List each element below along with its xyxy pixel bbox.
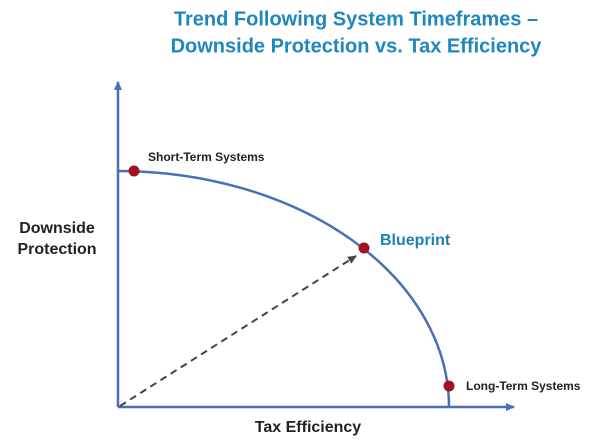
y-axis-label: Protection [17,241,96,258]
point [358,242,370,254]
point-label: Blueprint [380,232,451,249]
point-label: Short-Term Systems [148,150,265,164]
point [128,165,140,177]
frontier-curve [117,169,451,408]
dashed-arrow [119,255,357,407]
x-axis-label: Tax Efficiency [255,419,362,436]
point [443,380,455,392]
title-line: Downside Protection vs. Tax Efficiency [171,35,543,57]
y-axis-label: Downside [19,220,95,237]
point-label: Long-Term Systems [466,379,581,393]
title-line: Trend Following System Timeframes – [174,8,538,30]
